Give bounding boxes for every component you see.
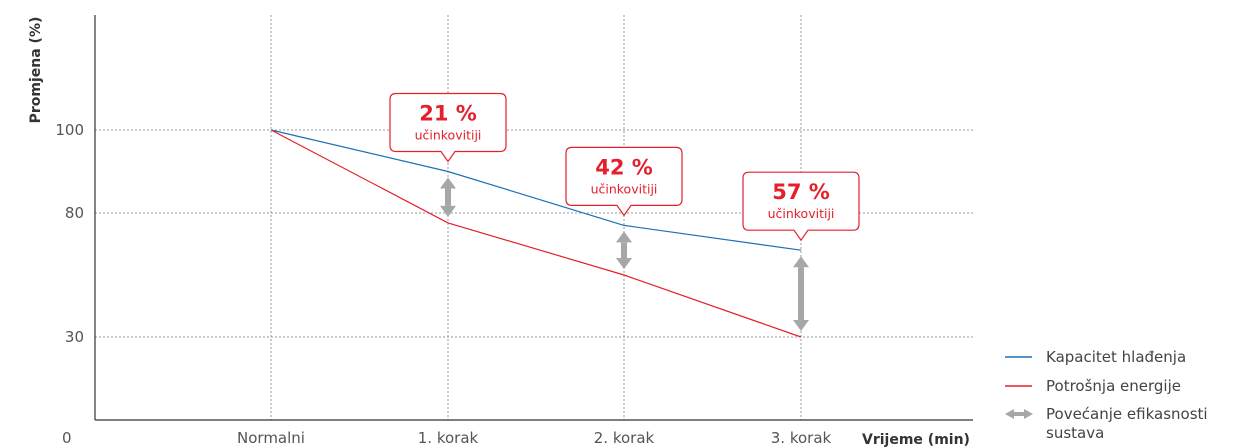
legend-label-continued: sustava (1046, 424, 1104, 442)
callout-label: učinkovitiji (415, 128, 482, 143)
callout-box (389, 92, 507, 163)
y-tick-labels: 100 80 30 (55, 121, 84, 346)
callout: 57 % učinkovitiji (742, 171, 860, 242)
legend-label: Kapacitet hlađenja (1046, 348, 1186, 366)
x-tick-label: 2. korak (594, 429, 655, 447)
series-line-1 (270, 129, 802, 251)
callout-box (565, 146, 683, 217)
callout-label: učinkovitiji (768, 206, 835, 221)
x-tick-label: 1. korak (418, 429, 479, 447)
y-tick-label: 80 (65, 204, 84, 222)
callout-percent: 21 % (419, 102, 477, 126)
y-axis-title: Promjena (%) (28, 17, 44, 124)
x-tick-label: 3. korak (771, 429, 832, 447)
legend-label: Potrošnja energije (1046, 377, 1181, 395)
callout-label: učinkovitiji (591, 181, 658, 196)
y-tick-label: 30 (65, 328, 84, 346)
callout-percent: 57 % (772, 180, 830, 204)
x-tick-label: Normalni (237, 429, 305, 447)
gridlines (95, 15, 973, 420)
callout: 42 % učinkovitiji (565, 146, 683, 217)
legend: Kapacitet hlađenja Potrošnja energije Pove… (1005, 348, 1208, 442)
x-axis-title: Vrijeme (min) (862, 432, 970, 448)
legend-label: Povećanje efikasnosti (1046, 405, 1208, 423)
efficiency-arrow (440, 177, 456, 217)
efficiency-callouts: 21 % učinkovitiji 42 % učinkovitiji 57 % učin… (389, 92, 860, 242)
y-tick-label: 100 (55, 121, 84, 139)
origin-label: 0 (62, 429, 72, 447)
x-tick-labels: Normalni 1. korak 2. korak 3. korak (237, 429, 832, 447)
efficiency-arrow (616, 231, 632, 269)
series-lines (270, 129, 802, 338)
callout-box (742, 171, 860, 242)
efficiency-arrow (793, 256, 809, 331)
efficiency-arrows (440, 177, 809, 331)
callout: 21 % učinkovitiji (389, 92, 507, 163)
legend-arrow-swatch (1005, 409, 1033, 419)
series-line-2 (270, 129, 802, 338)
callout-percent: 42 % (595, 155, 653, 179)
